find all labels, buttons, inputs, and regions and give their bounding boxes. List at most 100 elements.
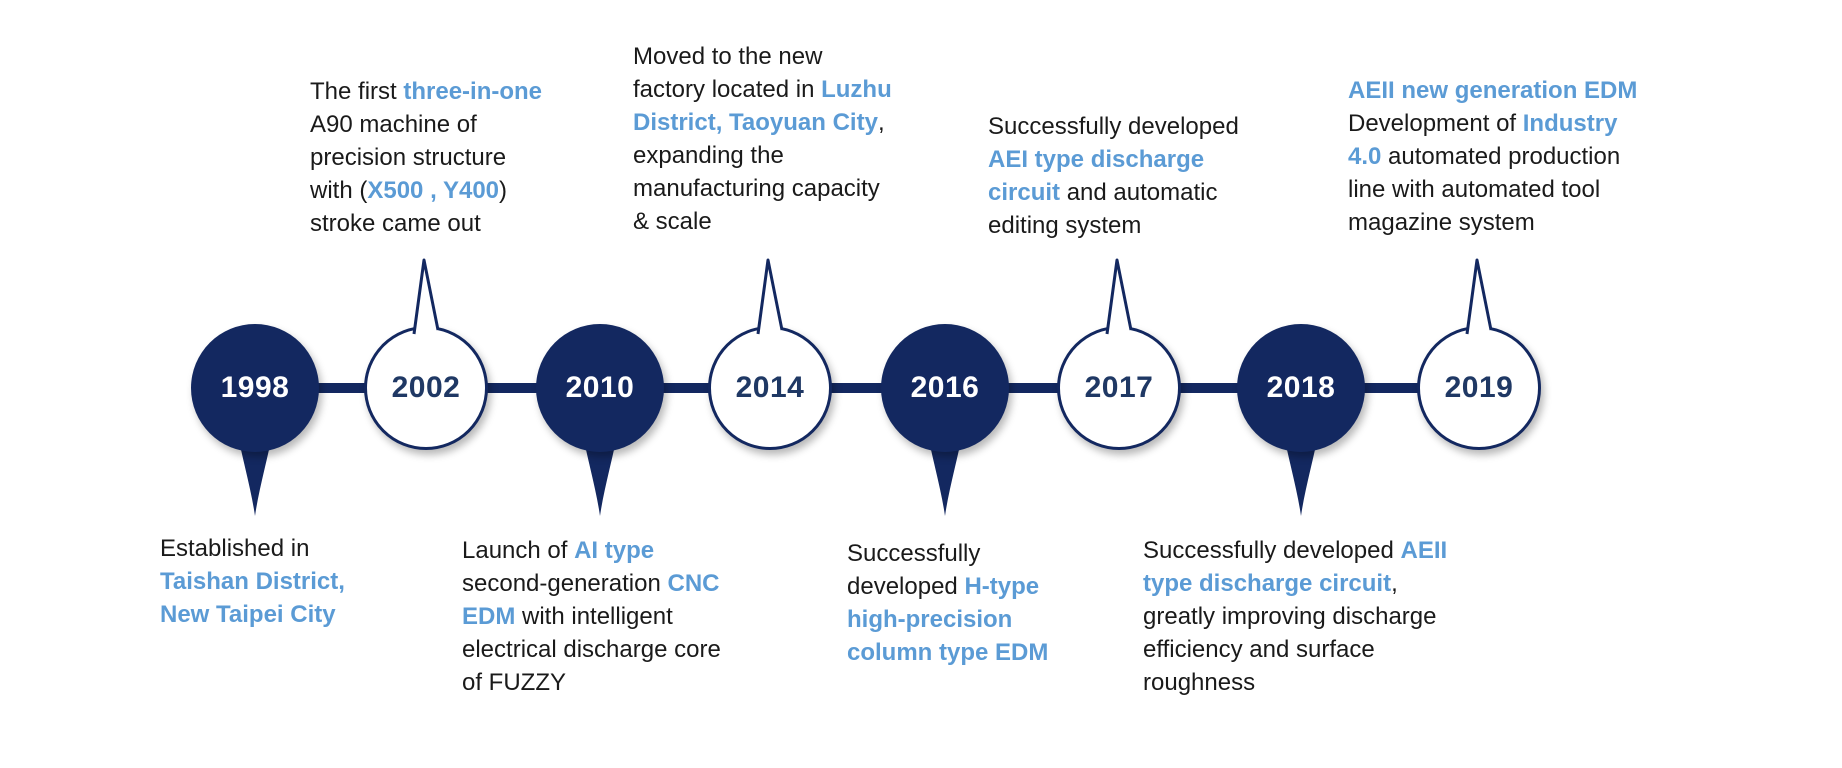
milestone-text-line: of FUZZY — [462, 666, 721, 699]
year-circle-2017: 2017 — [1057, 326, 1181, 450]
year-circle-2002: 2002 — [364, 326, 488, 450]
plain-text: ) — [499, 177, 508, 204]
year-label: 2016 — [910, 371, 980, 404]
plain-text: stroke came out — [310, 210, 481, 237]
milestone-text-line: manufacturing capacity — [633, 172, 892, 205]
milestone-text-line: AEII new generation EDM — [1348, 74, 1637, 107]
plain-text: Established in — [160, 535, 310, 562]
milestone-text-line: line with automated tool — [1348, 173, 1637, 206]
plain-text: with ( — [310, 177, 368, 204]
milestone-text-line: editing system — [988, 209, 1239, 242]
plain-text: , — [1391, 570, 1398, 597]
highlighted-text: H-type — [964, 573, 1040, 600]
year-circle-2019: 2019 — [1417, 326, 1541, 450]
plain-text: Successfully developed — [1143, 537, 1401, 564]
plain-text: The first — [310, 78, 404, 105]
plain-text: magazine system — [1348, 209, 1535, 236]
pointer-tail-up-2002 — [404, 256, 448, 341]
plain-text: Launch of — [462, 537, 575, 564]
milestone-text-line: The first three-in-one — [310, 75, 542, 108]
year-label: 2002 — [391, 371, 461, 404]
milestone-text-line: Launch of AI type — [462, 534, 721, 567]
milestone-text-line: Successfully developed — [988, 110, 1239, 143]
milestone-text-line: type discharge circuit, — [1143, 567, 1447, 600]
milestone-text-line: high-precision — [847, 603, 1048, 636]
plain-text: line with automated tool — [1348, 176, 1601, 203]
year-label: 1998 — [220, 371, 290, 404]
milestone-text-line: efficiency and surface — [1143, 633, 1447, 666]
milestone-text-line: EDM with intelligent — [462, 600, 721, 633]
pointer-tail-up-2019 — [1457, 256, 1501, 341]
plain-text: developed — [847, 573, 965, 600]
highlighted-text: column type EDM — [847, 639, 1049, 666]
highlighted-text: three-in-one — [403, 78, 543, 105]
timeline-connector-line — [255, 383, 1479, 393]
year-circle-2016: 2016 — [881, 324, 1009, 452]
milestone-text-line: Development of Industry — [1348, 107, 1637, 140]
plain-text: greatly improving discharge — [1143, 603, 1437, 630]
milestone-text-line: Successfully developed AEII — [1143, 534, 1447, 567]
milestone-text-line: electrical discharge core — [462, 633, 721, 666]
milestone-text-line: second-generation CNC — [462, 567, 721, 600]
milestone-text-line: AEI type discharge — [988, 143, 1239, 176]
milestone-text-2002: The first three-in-one A90 machine of prec… — [310, 75, 542, 240]
pointer-tail-down-2018 — [1279, 430, 1323, 523]
milestone-text-line: expanding the — [633, 139, 892, 172]
pointer-tail-down-1998 — [233, 430, 277, 523]
plain-text: Successfully developed — [988, 113, 1239, 140]
year-label: 2019 — [1444, 371, 1514, 404]
milestone-text-line: 4.0 automated production — [1348, 140, 1637, 173]
plain-text: precision structure — [310, 144, 507, 171]
milestone-text-line: greatly improving discharge — [1143, 600, 1447, 633]
milestone-text-line: roughness — [1143, 666, 1447, 699]
plain-text: automated production — [1381, 143, 1621, 170]
year-label: 2017 — [1084, 371, 1154, 404]
milestone-text-line: Successfully — [847, 537, 1048, 570]
highlighted-text: EDM — [462, 603, 516, 630]
plain-text: with intelligent — [515, 603, 673, 630]
milestone-text-line: magazine system — [1348, 206, 1637, 239]
year-circle-2010: 2010 — [536, 324, 664, 452]
milestone-text-2018: Successfully developed AEII type discharg… — [1143, 534, 1447, 699]
highlighted-text: X500 , Y400 — [367, 177, 500, 204]
milestone-text-line: circuit and automatic — [988, 176, 1239, 209]
highlighted-text: Industry — [1522, 110, 1618, 137]
milestone-text-line: New Taipei City — [160, 598, 345, 631]
year-label: 2014 — [735, 371, 805, 404]
milestone-text-2016: Successfully developed H-type high-precisi… — [847, 537, 1048, 669]
plain-text: expanding the — [633, 142, 784, 169]
plain-text: manufacturing capacity — [633, 175, 880, 202]
plain-text: A90 machine of — [310, 111, 477, 138]
milestone-text-2014: Moved to the new factory located in Luzhu… — [633, 40, 892, 238]
plain-text: & scale — [633, 208, 712, 235]
year-label: 2018 — [1266, 371, 1336, 404]
highlighted-text: Luzhu — [821, 76, 892, 103]
milestone-text-line: precision structure — [310, 141, 542, 174]
highlighted-text: New Taipei City — [160, 601, 336, 628]
plain-text: Moved to the new — [633, 43, 823, 70]
highlighted-text: District, Taoyuan City — [633, 109, 878, 136]
plain-text: second-generation — [462, 570, 668, 597]
highlighted-text: AEII — [1400, 537, 1448, 564]
milestone-text-line: & scale — [633, 205, 892, 238]
milestone-text-line: District, Taoyuan City, — [633, 106, 892, 139]
pointer-tail-down-2010 — [578, 430, 622, 523]
milestone-text-2010: Launch of AI type second-generation CNC ED… — [462, 534, 721, 699]
plain-text: and automatic — [1060, 179, 1218, 206]
highlighted-text: AEII new generation EDM — [1348, 77, 1638, 104]
year-label: 2010 — [565, 371, 635, 404]
plain-text: roughness — [1143, 669, 1256, 696]
highlighted-text: AI type — [574, 537, 655, 564]
highlighted-text: AEI type discharge — [988, 146, 1205, 173]
milestone-text-2019: AEII new generation EDM Development of In… — [1348, 74, 1637, 239]
year-circle-1998: 1998 — [191, 324, 319, 452]
pointer-tail-down-2016 — [923, 430, 967, 523]
milestone-text-line: stroke came out — [310, 207, 542, 240]
plain-text: electrical discharge core — [462, 636, 721, 663]
plain-text: efficiency and surface — [1143, 636, 1375, 663]
milestone-text-line: Moved to the new — [633, 40, 892, 73]
milestone-text-2017: Successfully developed AEI type discharge… — [988, 110, 1239, 242]
pointer-tail-up-2017 — [1097, 256, 1141, 341]
plain-text: Development of — [1348, 110, 1523, 137]
